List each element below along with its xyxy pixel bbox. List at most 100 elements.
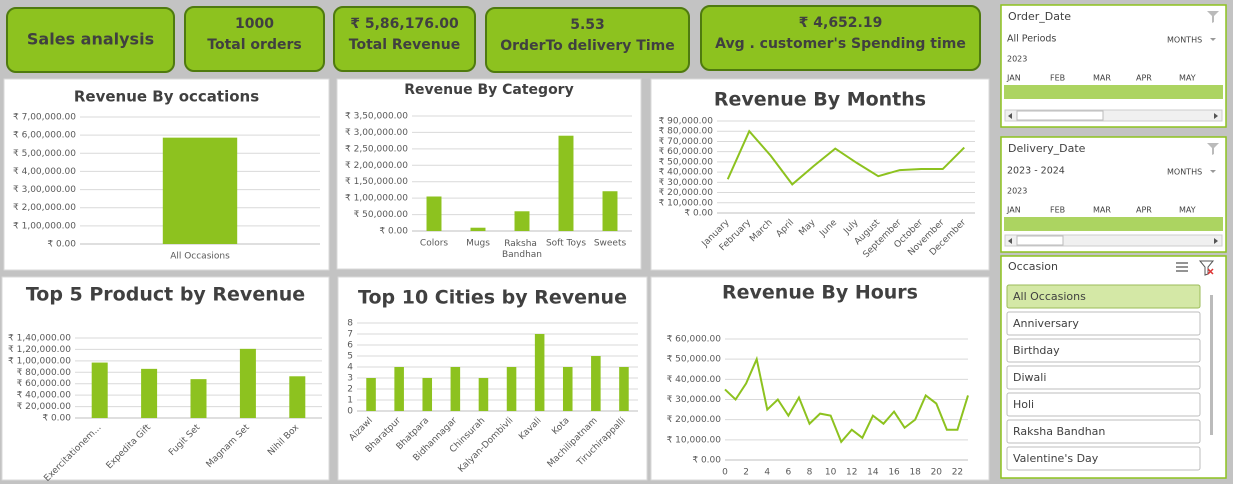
y-tick-label: ₹ 0.00 [692,456,721,466]
x-tick-label: 10 [825,468,837,478]
y-tick-label: ₹ 2,00,000.00 [345,161,408,171]
y-tick-label: 8 [347,319,353,329]
y-tick-label: ₹ 80,000.00 [659,127,714,137]
y-tick-label: ₹ 0.00 [379,227,408,237]
timeline-panel [1000,136,1227,253]
kpi-card [6,7,175,73]
multi-select-icon[interactable] [1176,262,1188,272]
dropdown-arrow [1210,38,1216,41]
y-tick-label: ₹ 20,000.00 [17,402,72,412]
y-tick-label: ₹ 4,00,000.00 [13,167,76,177]
x-tick-label: Sweets [594,239,627,249]
slicer-item[interactable] [1006,446,1201,471]
timeline-month: JAN [1006,206,1021,215]
y-tick-label: ₹ 60,000.00 [667,335,722,345]
bar [470,227,486,231]
slicer-item-label: Anniversary [1013,317,1079,330]
slicer-item-label: Birthday [1013,344,1060,357]
bar [426,196,442,231]
bar [394,367,404,411]
y-tick-label: ₹ 0.00 [47,240,76,250]
bar [514,211,530,231]
timeline-title: Order_Date [1008,10,1071,23]
y-tick-label: 6 [347,341,353,351]
timeline-year: 2023 [1007,55,1027,64]
bar [190,379,207,418]
scroll-thumb[interactable] [1016,110,1104,121]
kpi-label: OrderTo delivery Time [500,38,674,54]
line-series [726,129,965,186]
timeline-panel [1000,4,1227,128]
y-tick-label: ₹ 50,000.00 [667,355,722,365]
kpi-card [485,7,690,73]
chart-title: Revenue By Hours [722,282,918,304]
timeline-month: APR [1136,206,1152,215]
timeline-level[interactable]: MONTHS [1167,36,1202,45]
slicer-item[interactable] [1006,392,1201,417]
kpi-value: ₹ 4,652.19 [799,15,883,31]
x-tick-label: 14 [867,468,879,478]
slicer-scrollbar [1210,295,1213,435]
y-tick-label: ₹ 0.00 [684,209,713,219]
y-tick-label: ₹ 40,000.00 [659,168,714,178]
scrollbar[interactable] [1004,109,1223,122]
kpi-card [700,5,981,71]
kpi-label: Total orders [207,37,301,53]
chart-panel [336,78,642,270]
kpi-label: Total Revenue [349,37,460,53]
filter-icon[interactable] [1207,143,1219,155]
bar [366,378,376,411]
x-tick-label: 16 [888,468,900,478]
bar [450,367,461,411]
dashboard-title: Sales analysis [27,30,154,49]
chart-panel [650,78,990,271]
x-tick-label: 2 [743,468,749,478]
scroll-left [1008,238,1012,244]
y-tick-label: 4 [347,363,353,373]
y-tick-label: ₹ 20,000.00 [659,188,714,198]
x-tick-label: 22 [952,468,963,478]
y-tick-label: ₹ 1,50,000.00 [345,177,408,187]
slicer-item-label: All Occasions [1013,290,1086,303]
y-tick-label: ₹ 1,20,000.00 [8,345,71,355]
y-tick-label: ₹ 60,000.00 [659,147,714,157]
scroll-right [1214,238,1218,244]
x-tick-label: 4 [764,468,770,478]
line-series [724,355,969,444]
y-tick-label: ₹ 10,000.00 [667,435,722,445]
scroll-thumb[interactable] [1016,235,1064,246]
slicer-item[interactable] [1006,419,1201,444]
y-tick-label: ₹ 3,00,000.00 [345,128,408,138]
x-tick-label: Colors [420,239,448,249]
timeline-month: MAR [1093,74,1111,83]
x-tick-label: Mugs [466,239,490,249]
bar [289,376,306,418]
y-tick-label: ₹ 2,50,000.00 [345,144,408,154]
filter-icon[interactable] [1207,11,1219,23]
slicer-item[interactable] [1006,338,1201,363]
y-tick-label: ₹ 90,000.00 [659,117,714,127]
timeline-month: MAY [1179,206,1196,215]
kpi-value: 5.53 [570,17,605,33]
slicer-item[interactable] [1006,311,1201,336]
timeline-level[interactable]: MONTHS [1167,168,1202,177]
y-tick-label: ₹ 30,000.00 [659,178,714,188]
bar [422,378,433,411]
slicer-title: Occasion [1008,260,1058,273]
bar [162,137,238,244]
y-tick-label: ₹ 60,000.00 [17,379,72,389]
x-tick-label: 8 [807,468,813,478]
slicer-item[interactable] [1006,365,1201,390]
chart-title: Top 5 Product by Revenue [26,284,305,306]
bar [478,378,489,411]
bar [591,356,601,411]
chart-panel [1,276,330,481]
slicer-item-label: Valentine's Day [1013,452,1099,465]
scrollbar[interactable] [1004,234,1223,247]
y-tick-label: ₹ 6,00,000.00 [13,131,76,141]
y-tick-label: ₹ 40,000.00 [667,375,722,385]
slicer-item[interactable] [1006,284,1201,309]
y-tick-label: ₹ 30,000.00 [667,395,722,405]
y-tick-label: ₹ 3,00,000.00 [13,185,76,195]
x-tick-label: 0 [722,468,728,478]
